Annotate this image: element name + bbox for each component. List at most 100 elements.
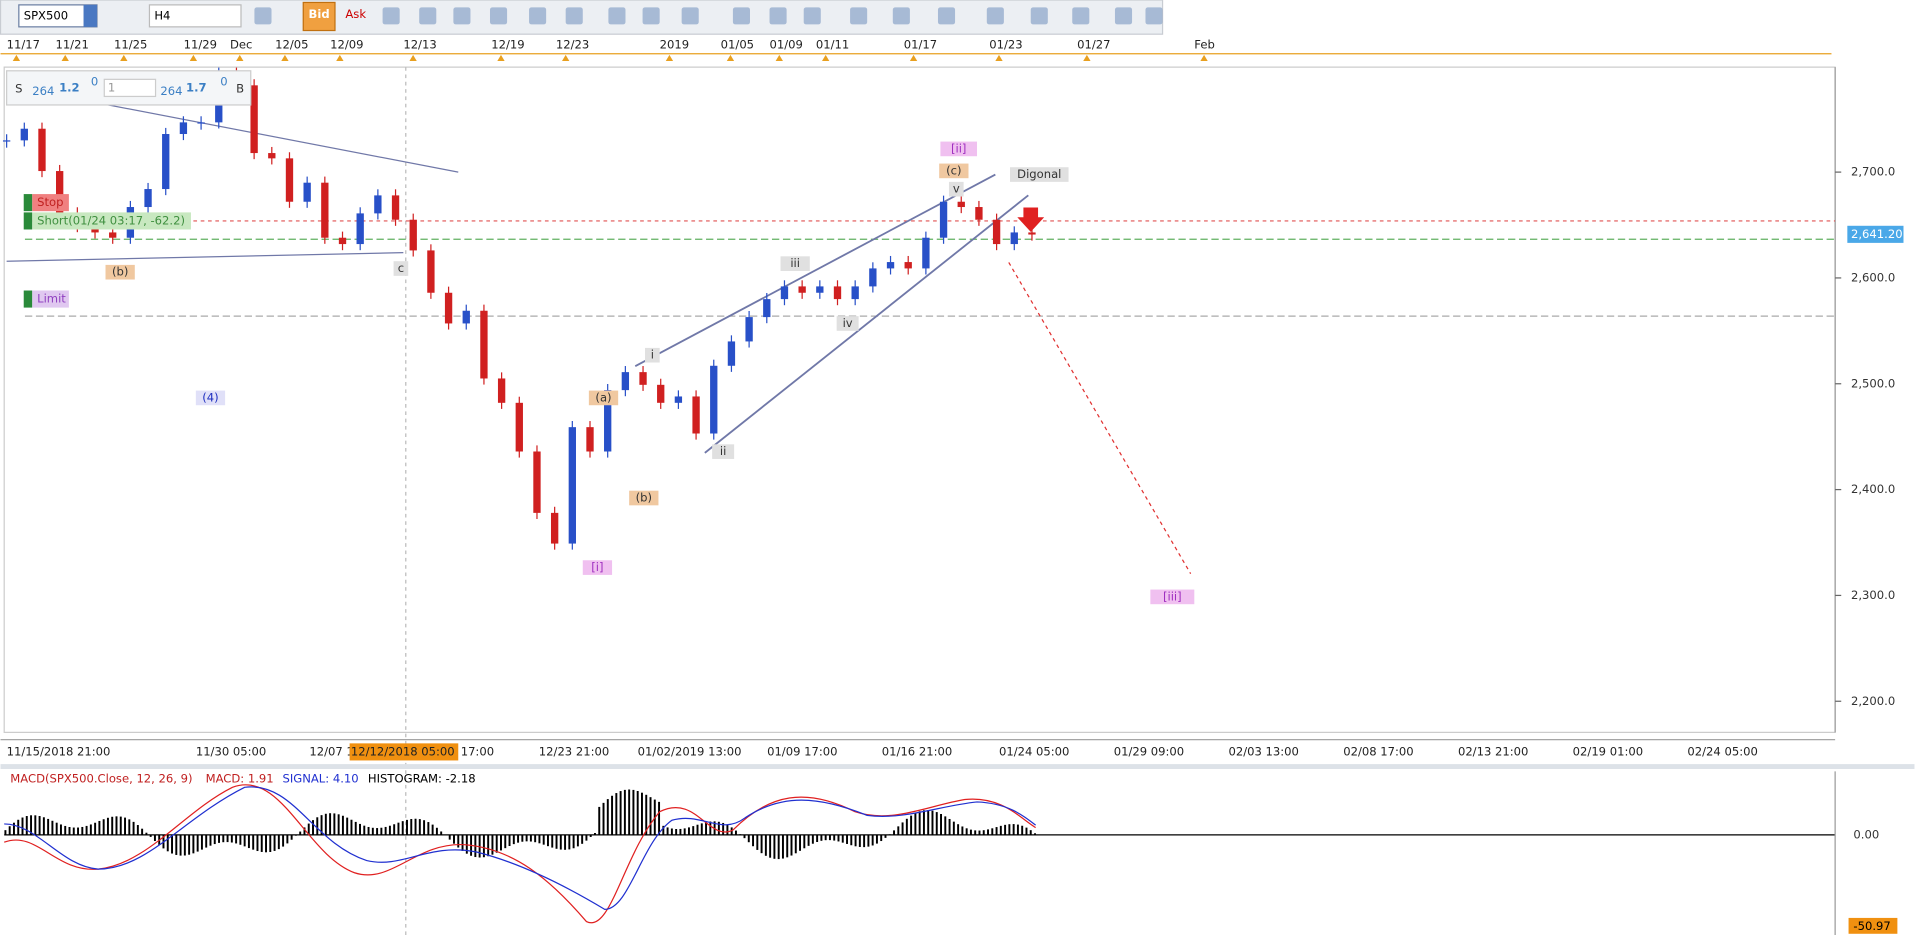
- toolbar-icon[interactable]: [254, 7, 272, 25]
- candle: [250, 85, 258, 154]
- timeframe-select[interactable]: [148, 4, 242, 28]
- candle: [533, 451, 541, 513]
- stop-handle[interactable]: [23, 194, 33, 212]
- top-axis-marker: [281, 54, 289, 62]
- toolbar-icon[interactable]: [529, 7, 547, 25]
- candle: [674, 396, 683, 403]
- wave-label-box: [1009, 167, 1069, 182]
- candle: [939, 201, 948, 238]
- wave-label: Digonal: [1017, 167, 1061, 181]
- candle: [657, 384, 665, 403]
- candle: [144, 189, 152, 208]
- price-tick-label: 2,700.0: [1851, 165, 1895, 179]
- toolbar-icon[interactable]: [642, 7, 660, 25]
- time-axis-label: 02/03 13:00: [1228, 744, 1298, 758]
- toolbar-icon[interactable]: [490, 7, 508, 25]
- symbol-dropdown[interactable]: [83, 4, 97, 27]
- price-tick-label: 2,300.0: [1851, 588, 1895, 602]
- toolbar-icon[interactable]: [732, 7, 750, 25]
- toolbar-icon[interactable]: [937, 7, 956, 25]
- price-tick-label: 2,200.0: [1851, 694, 1895, 708]
- buy-button[interactable]: B: [236, 82, 244, 96]
- price-tick-label: 2,500.0: [1851, 376, 1895, 390]
- short-handle[interactable]: [23, 212, 33, 230]
- candle: [745, 317, 753, 342]
- wave-label-box: [393, 261, 409, 276]
- toolbar-icon[interactable]: [1114, 7, 1133, 25]
- wave-label-box: [836, 316, 859, 331]
- bid-button[interactable]: [302, 1, 336, 32]
- toolbar-icon[interactable]: [608, 7, 626, 25]
- top-axis-marker: [562, 54, 570, 62]
- candle: [568, 427, 576, 544]
- symbol: SPX500: [24, 8, 68, 22]
- stop-box: [32, 194, 69, 212]
- wave-label: [ii]: [951, 141, 966, 155]
- amount-input[interactable]: [103, 78, 157, 98]
- limit-handle[interactable]: [23, 290, 33, 308]
- candle: [515, 402, 523, 452]
- top-axis-label: 01/05: [721, 38, 754, 52]
- wave-label: (4): [202, 390, 218, 404]
- ask-button[interactable]: [339, 2, 372, 31]
- wave-label: i: [651, 348, 654, 362]
- wave-label-box: [629, 490, 659, 506]
- toolbar-icon[interactable]: [681, 7, 699, 25]
- pane-divider: [0, 764, 1915, 769]
- candle: [904, 262, 912, 269]
- top-axis-label: 12/13: [403, 38, 436, 52]
- timeframe: H4: [154, 8, 170, 22]
- time-axis-label: 17:00: [461, 744, 494, 758]
- signal-value: SIGNAL: 4.10: [282, 771, 358, 785]
- wave-labels: (b) c(4) (a)(b)[i]iiiiiiivv(c)[ii]Digonal[…: [105, 141, 1195, 605]
- wave-label-box: [195, 390, 226, 406]
- toolbar-icon[interactable]: [419, 7, 437, 25]
- wave-label: iii: [790, 256, 800, 270]
- candle: [1010, 232, 1018, 245]
- buy-big: 264: [160, 84, 182, 98]
- toolbar-icon[interactable]: [850, 7, 868, 25]
- top-axis-marker: [120, 54, 128, 62]
- toolbar-icon[interactable]: [453, 7, 471, 25]
- top-axis-label: Dec: [230, 38, 252, 52]
- sell-button[interactable]: S: [15, 82, 22, 96]
- amount: 1: [108, 80, 115, 94]
- candle: [586, 427, 594, 452]
- price-tick-label: 2,600.0: [1851, 270, 1895, 284]
- sell-arrow: [1017, 207, 1045, 232]
- top-axis-marker: [1200, 54, 1208, 62]
- stop-label: Stop: [37, 195, 63, 209]
- top-axis-label: 12/19: [491, 38, 524, 52]
- top-axis-label: 01/17: [904, 38, 937, 52]
- candle: [497, 378, 506, 403]
- cursor-time-box: [349, 743, 459, 761]
- sell-big: 264: [32, 84, 54, 98]
- sell-price: 1.2: [59, 80, 80, 94]
- wave-label: (b): [636, 491, 652, 505]
- wedge-line: [704, 194, 1029, 454]
- candle: [268, 153, 276, 159]
- candle: [285, 158, 294, 202]
- toolbar-icon[interactable]: [892, 7, 910, 25]
- wave-label-box: [780, 256, 810, 271]
- toolbar-icon[interactable]: [1145, 7, 1163, 25]
- candle: [2, 140, 11, 142]
- toolbar-icon[interactable]: [1030, 7, 1048, 25]
- toolbar-icon[interactable]: [986, 7, 1004, 25]
- top-axis-label: Feb: [1194, 38, 1215, 52]
- toolbar-icon[interactable]: [803, 7, 821, 25]
- toolbar-icon[interactable]: [1072, 7, 1090, 25]
- top-axis-marker: [12, 54, 21, 62]
- candle: [798, 286, 806, 293]
- macd-zero-label: 0.00: [1853, 827, 1879, 841]
- toolbar-icon[interactable]: [382, 7, 400, 25]
- toolbar-icon[interactable]: [769, 7, 787, 25]
- toolbar-icon[interactable]: [565, 7, 583, 25]
- candle: [179, 122, 188, 135]
- time-axis-label: 01/16 21:00: [882, 744, 952, 758]
- price-tick-label: 2,400.0: [1851, 482, 1895, 496]
- candle: [780, 286, 789, 300]
- top-axis-marker: [189, 54, 198, 62]
- candle: [303, 182, 311, 202]
